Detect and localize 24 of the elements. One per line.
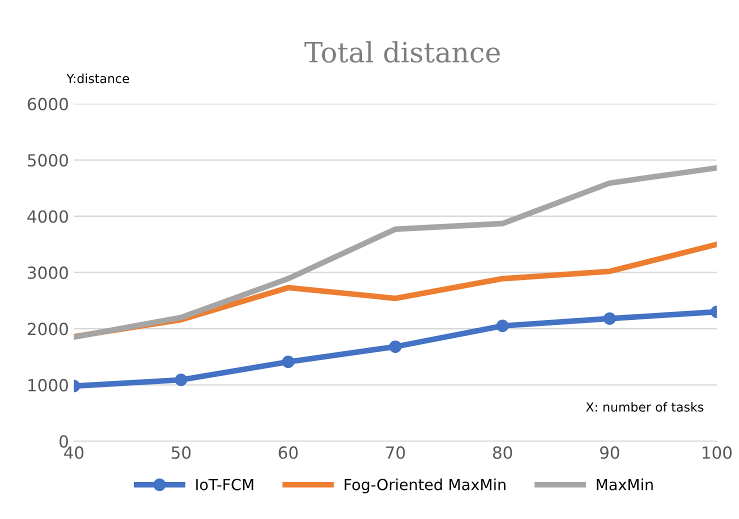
- x-tick-label: 100: [702, 446, 732, 459]
- chart-title: Total distance: [304, 41, 500, 63]
- y-tick-label: 0: [60, 435, 68, 448]
- y-tick-label: 6000: [28, 98, 68, 110]
- x-tick-label: 60: [278, 446, 298, 459]
- y-tick-label: 5000: [28, 154, 68, 167]
- y-tick-label: 3000: [28, 266, 68, 280]
- x-tick-label: 80: [493, 446, 512, 459]
- x-tick-label: 70: [386, 446, 405, 459]
- y-tick-label: 2000: [28, 322, 68, 336]
- x-tick-label: 90: [600, 446, 620, 459]
- legend-label: MaxMin: [596, 478, 653, 490]
- legend-label: Fog-Oriented MaxMin: [344, 478, 506, 494]
- point: [389, 340, 402, 353]
- y-tick-label: 1000: [28, 378, 68, 392]
- point: [282, 356, 294, 368]
- y-tick-label: 4000: [27, 210, 68, 223]
- x-tick-label: 50: [172, 446, 191, 459]
- x-tick-label: 40: [64, 446, 84, 459]
- point: [496, 320, 509, 332]
- legend-label: IoT-FCM: [196, 478, 254, 490]
- y-axis-title: Y:distance: [66, 74, 129, 84]
- point: [603, 312, 616, 325]
- x-axis-title: X: number of tasks: [586, 402, 704, 412]
